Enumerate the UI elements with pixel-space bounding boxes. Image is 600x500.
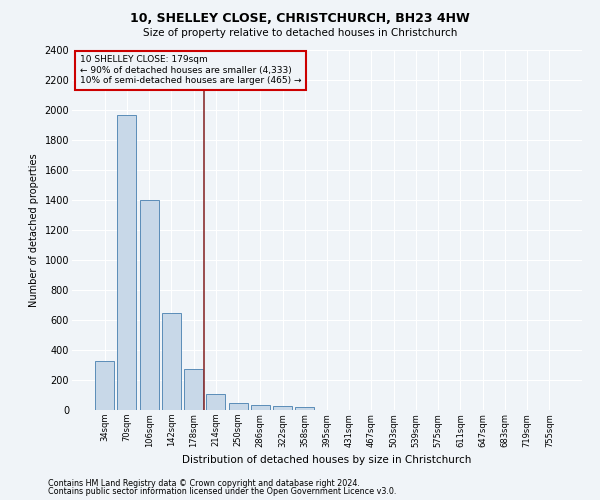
Bar [162,312,181,410]
Y-axis label: Number of detached properties: Number of detached properties [29,153,39,307]
X-axis label: Distribution of detached houses by size in Christchurch: Distribution of detached houses by size … [182,455,472,465]
Text: Contains public sector information licensed under the Open Government Licence v3: Contains public sector information licen… [48,487,397,496]
Text: Size of property relative to detached houses in Christchurch: Size of property relative to detached ho… [143,28,457,38]
Bar [251,405,270,410]
Bar [118,114,136,410]
Bar [206,394,225,410]
Text: Contains HM Land Registry data © Crown copyright and database right 2024.: Contains HM Land Registry data © Crown c… [48,478,360,488]
Bar [184,369,203,410]
Bar [95,361,114,410]
Text: 10 SHELLEY CLOSE: 179sqm
← 90% of detached houses are smaller (4,333)
10% of sem: 10 SHELLEY CLOSE: 179sqm ← 90% of detach… [80,56,301,85]
Bar [229,403,248,410]
Bar [140,200,158,410]
Bar [273,406,292,410]
Bar [295,407,314,410]
Text: 10, SHELLEY CLOSE, CHRISTCHURCH, BH23 4HW: 10, SHELLEY CLOSE, CHRISTCHURCH, BH23 4H… [130,12,470,26]
